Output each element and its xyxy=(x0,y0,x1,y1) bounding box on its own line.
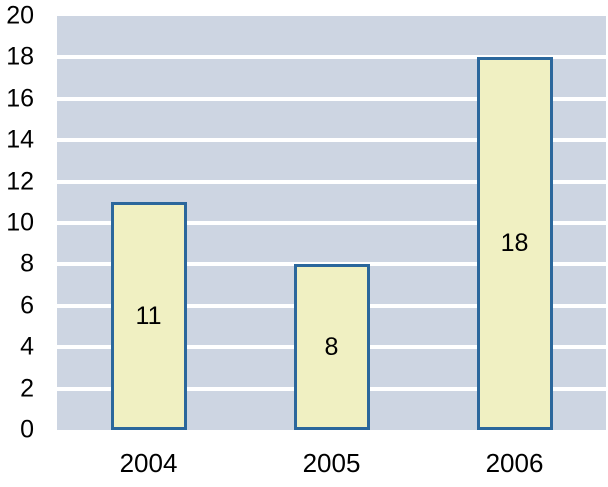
bar-value-label: 11 xyxy=(135,301,162,330)
y-axis-tick-label: 2 xyxy=(20,374,34,403)
y-axis-tick-label: 14 xyxy=(6,125,34,154)
bar-value-label: 18 xyxy=(500,229,529,257)
y-axis-tick-label: 6 xyxy=(20,291,34,320)
y-axis-tick-label: 12 xyxy=(6,167,34,196)
y-axis-tick-label: 10 xyxy=(6,208,34,237)
y-axis-tick-label: 4 xyxy=(20,332,34,361)
y-axis-tick-label: 16 xyxy=(6,84,34,113)
gridline xyxy=(57,138,606,143)
y-axis-tick-label: 18 xyxy=(6,42,34,71)
bar-2004: 11 xyxy=(110,202,187,430)
x-axis-category-label: 2006 xyxy=(485,448,544,478)
x-axis-category-label: 2005 xyxy=(302,448,361,478)
gridline xyxy=(57,179,606,184)
y-axis: 0 2 4 6 8 10 12 14 16 18 20 xyxy=(0,3,34,442)
gridline xyxy=(57,96,606,101)
x-axis-category-label: 2004 xyxy=(119,448,178,478)
gridline xyxy=(57,55,606,60)
y-axis-tick-label: 20 xyxy=(6,1,34,30)
y-axis-tick-label: 8 xyxy=(20,249,34,278)
bar-2005: 8 xyxy=(293,264,370,430)
plot-area: 11 8 18 xyxy=(57,16,606,430)
x-axis: 2004 2005 2006 xyxy=(57,430,606,487)
bar-2006: 18 xyxy=(476,57,553,430)
y-axis-tick-label: 0 xyxy=(20,415,34,444)
bar-value-label: 8 xyxy=(324,332,339,361)
gridline xyxy=(57,221,606,225)
